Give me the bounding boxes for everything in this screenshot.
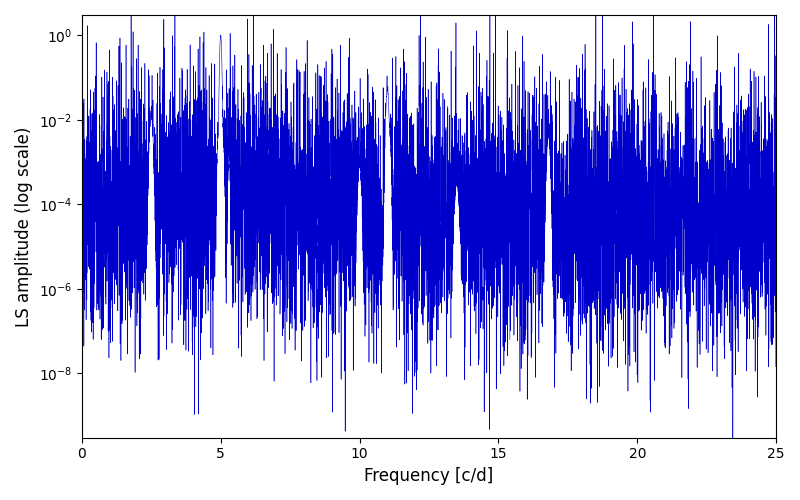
Y-axis label: LS amplitude (log scale): LS amplitude (log scale) [15,126,33,326]
X-axis label: Frequency [c/d]: Frequency [c/d] [364,467,494,485]
